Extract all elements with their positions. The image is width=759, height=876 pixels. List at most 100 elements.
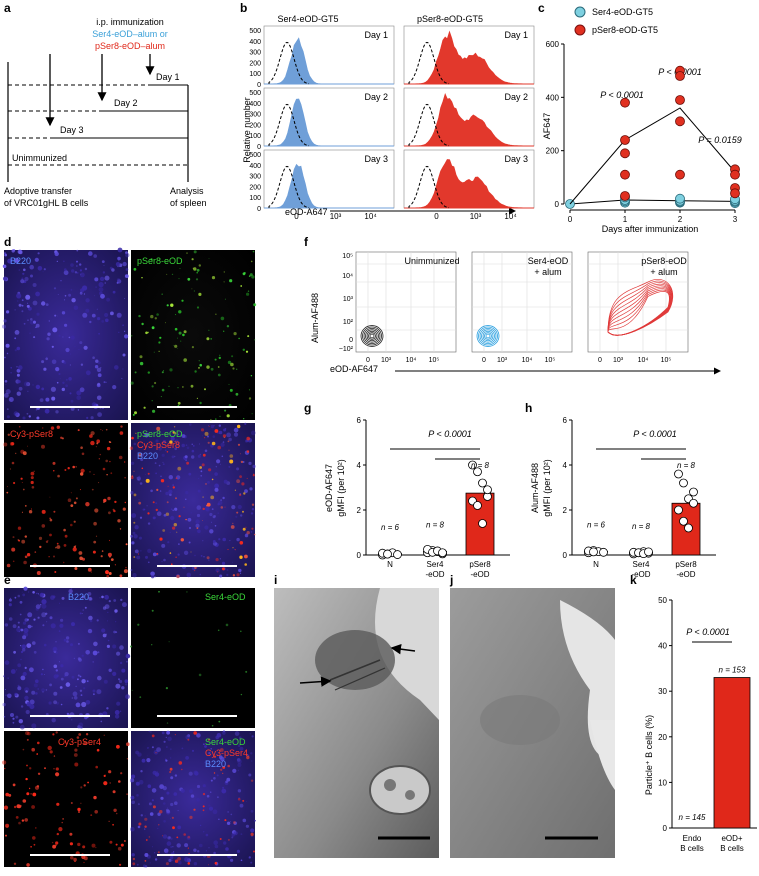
fluorescence-speck xyxy=(215,418,217,420)
fluorescence-speck xyxy=(179,434,181,436)
fluorescence-speck xyxy=(31,486,35,489)
fluorescence-speck xyxy=(161,560,163,563)
fluorescence-speck xyxy=(174,439,179,443)
fluorescence-speck xyxy=(50,426,55,430)
fluorescence-speck xyxy=(187,504,189,506)
fluorescence-speck xyxy=(170,837,173,840)
fluorescence-speck xyxy=(120,772,123,775)
fluorescence-speck xyxy=(171,816,174,819)
fluorescence-speck xyxy=(134,371,137,374)
fluorescence-speck xyxy=(28,787,31,790)
fluorescence-speck xyxy=(229,454,234,458)
fluorescence-speck xyxy=(2,760,7,765)
fluorescence-speck xyxy=(223,841,227,845)
histogram-day-label: Day 1 xyxy=(504,30,528,40)
fluorescence-speck xyxy=(188,541,191,544)
fluorescence-speck xyxy=(193,808,196,811)
fluorescence-speck xyxy=(248,773,252,777)
fluorescence-speck xyxy=(151,846,153,848)
panel-h-pvalue: P < 0.0001 xyxy=(633,429,676,439)
panel-g-pvalue: P < 0.0001 xyxy=(428,429,471,439)
fluorescence-speck xyxy=(106,474,108,476)
fluorescence-speck xyxy=(240,630,242,633)
fluorescence-speck xyxy=(233,831,238,836)
fluorescence-speck xyxy=(33,843,36,846)
fluorescence-speck xyxy=(117,846,122,851)
fluorescence-speck xyxy=(56,542,59,545)
fluorescence-speck xyxy=(97,412,102,417)
sample-size-label: n = 145 xyxy=(679,813,706,822)
fluorescence-speck xyxy=(220,506,224,509)
histogram-xtick: 10³ xyxy=(470,212,482,221)
flow-plot-frame xyxy=(471,251,573,353)
fluorescence-speck xyxy=(21,539,26,544)
fluorescence-speck xyxy=(6,408,9,411)
fluorescence-speck xyxy=(183,550,189,555)
fluorescence-speck xyxy=(251,735,254,738)
fluorescence-speck xyxy=(226,573,229,577)
arrow-icon xyxy=(390,643,416,655)
fluorescence-speck xyxy=(96,442,99,445)
fluorescence-speck xyxy=(212,809,218,815)
fluorescence-speck xyxy=(208,559,210,561)
panel-k-ylabel: Particle⁺ B cells (%) xyxy=(644,715,654,795)
fluorescence-speck xyxy=(158,590,160,593)
fluorescence-speck xyxy=(79,341,83,345)
fluorescence-speck xyxy=(137,825,141,829)
fluorescence-speck xyxy=(196,797,200,802)
fluorescence-speck xyxy=(71,697,74,699)
fluorescence-speck xyxy=(246,755,250,760)
fluorescence-speck xyxy=(14,330,20,335)
fluorescence-speck xyxy=(211,521,212,523)
fluorescence-speck xyxy=(251,275,255,279)
fluorescence-speck xyxy=(113,808,117,812)
fluorescence-speck xyxy=(74,271,78,274)
panel-b-histograms: Ser4-eOD-GT5 pSer8-eOD-GT5 Relative numb… xyxy=(242,14,535,221)
fluorescence-speck xyxy=(181,747,184,750)
fluorescence-speck xyxy=(175,497,177,500)
fluorescence-speck xyxy=(21,591,23,593)
histogram-ser4 xyxy=(264,163,394,209)
fluorescence-speck xyxy=(222,496,225,500)
fluorescence-speck xyxy=(191,455,195,459)
fluorescence-speck xyxy=(60,436,63,439)
fluorescence-speck xyxy=(138,314,141,318)
fluorescence-speck xyxy=(14,309,16,311)
panel-d-merge-label-3: B220 xyxy=(137,451,158,461)
panel-h-ylabel-1: Alum-AF488 xyxy=(530,463,540,513)
mean-line-pser8 xyxy=(569,107,736,205)
panel-e-micrographs: B220 Ser4-eOD Cy3-pSer4 Ser4-eOD Cy3-pSe… xyxy=(2,586,256,868)
data-point xyxy=(620,97,630,108)
fluorescence-speck xyxy=(234,549,236,551)
data-point xyxy=(674,469,683,479)
fluorescence-speck xyxy=(3,675,6,678)
fluorescence-speck xyxy=(248,275,251,277)
fluorescence-speck xyxy=(239,803,244,808)
group-label: B cells xyxy=(720,844,744,853)
fluorescence-speck xyxy=(251,857,253,858)
fluorescence-speck xyxy=(27,445,28,447)
fluorescence-speck xyxy=(17,526,22,530)
fluorescence-speck xyxy=(241,482,245,486)
fluorescence-speck xyxy=(137,752,142,757)
fluorescence-speck xyxy=(20,645,22,647)
fluorescence-speck xyxy=(78,722,84,728)
fluorescence-speck xyxy=(215,558,219,562)
fluorescence-speck xyxy=(103,501,105,504)
fluorescence-speck xyxy=(83,345,88,350)
fluorescence-speck xyxy=(219,755,223,759)
fluorescence-speck xyxy=(24,505,27,507)
fluorescence-speck xyxy=(170,845,173,849)
data-point xyxy=(679,516,688,526)
fluorescence-speck xyxy=(67,467,70,470)
fluorescence-speck xyxy=(219,748,224,752)
data-point xyxy=(478,519,487,528)
fluorescence-speck xyxy=(29,699,35,705)
fluorescence-speck xyxy=(56,425,60,429)
fluorescence-speck xyxy=(133,470,135,472)
fluorescence-speck xyxy=(10,372,12,374)
fluorescence-speck xyxy=(178,310,182,314)
fluorescence-speck xyxy=(214,861,218,865)
fluorescence-speck xyxy=(93,795,97,800)
fluorescence-speck xyxy=(237,504,242,510)
